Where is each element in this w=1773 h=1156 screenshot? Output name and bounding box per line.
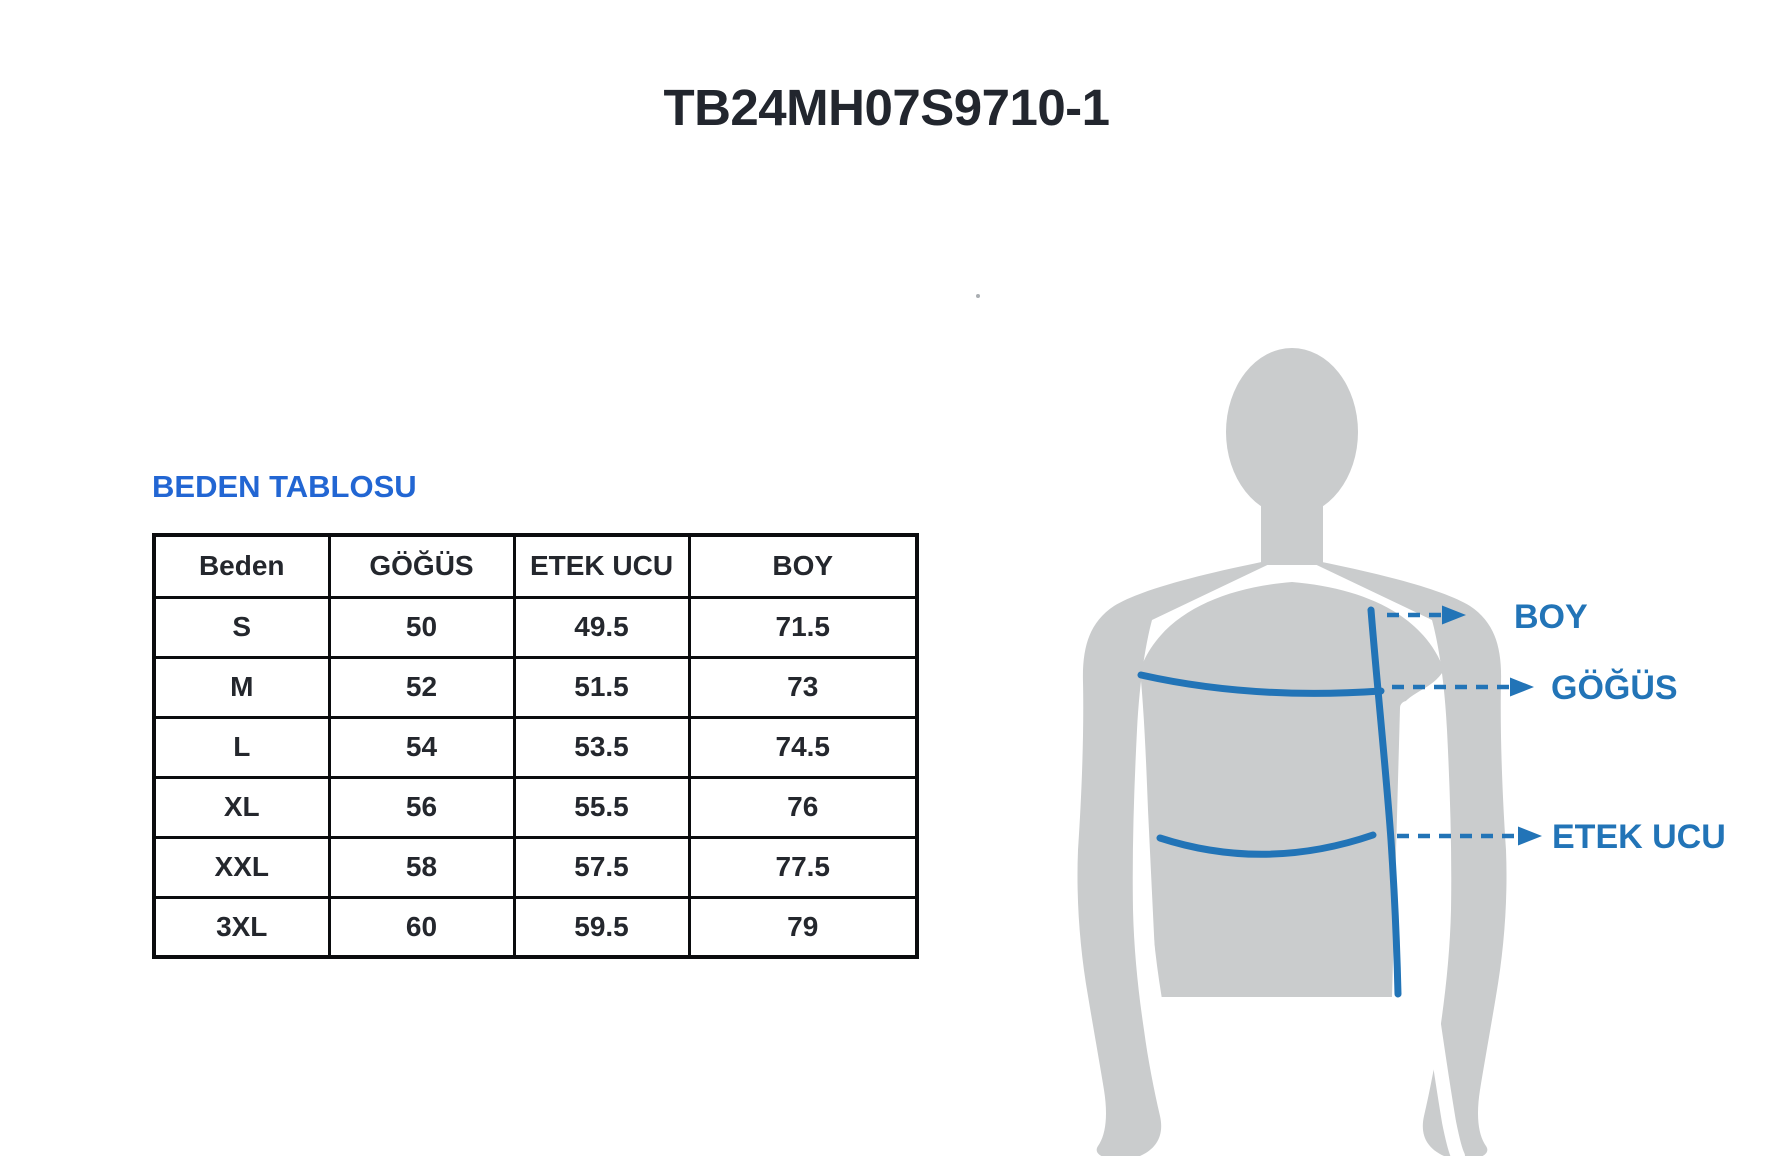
table-cell: 71.5 xyxy=(687,595,919,659)
table-cell: XXL xyxy=(152,835,331,899)
table-cell: 52 xyxy=(327,655,516,719)
boy-arrow-head xyxy=(1442,605,1466,625)
gogus-arrow-head xyxy=(1510,677,1534,697)
table-cell: XL xyxy=(152,775,331,839)
table-cell: 3XL xyxy=(152,895,331,959)
table-row-s: S 50 49.5 71.5 xyxy=(152,595,919,659)
table-header-row: Beden GÖĞÜS ETEK UCU BOY xyxy=(152,533,919,599)
stray-dot xyxy=(976,294,980,298)
table-cell: 73 xyxy=(687,655,919,719)
column-header-gogus: GÖĞÜS xyxy=(327,533,516,599)
table-row-xxl: XXL 58 57.5 77.5 xyxy=(152,835,919,899)
column-header-beden: Beden xyxy=(152,533,331,599)
table-cell: 76 xyxy=(687,775,919,839)
boy-measure-line xyxy=(1367,606,1402,998)
silhouette-head xyxy=(1226,348,1358,516)
column-header-boy: BOY xyxy=(687,533,919,599)
etekucu-arrow-head xyxy=(1518,826,1542,846)
silhouette-neck xyxy=(1261,460,1323,565)
column-header-etekucu: ETEK UCU xyxy=(512,533,691,599)
table-cell: 56 xyxy=(327,775,516,839)
table-cell: 49.5 xyxy=(512,595,691,659)
size-table: Beden GÖĞÜS ETEK UCU BOY S 50 49.5 71.5 … xyxy=(152,533,919,959)
table-cell: 55.5 xyxy=(512,775,691,839)
table-cell: 57.5 xyxy=(512,835,691,899)
gogus-label: GÖĞÜS xyxy=(1551,669,1678,707)
size-diagram: BOY GÖĞÜS ETEK UCU xyxy=(1077,348,1726,1156)
table-cell: L xyxy=(152,715,331,779)
table-cell: M xyxy=(152,655,331,719)
table-cell: 50 xyxy=(327,595,516,659)
silhouette-right-arm xyxy=(1302,558,1507,1156)
table-cell: 74.5 xyxy=(687,715,919,779)
etekucu-measure-line xyxy=(1156,831,1377,858)
table-row-3xl: 3XL 60 59.5 79 xyxy=(152,895,919,959)
silhouette-gap-right xyxy=(1400,701,1465,1156)
table-cell: 79 xyxy=(687,895,919,959)
gogus-measure-line xyxy=(1137,671,1385,697)
silhouette-gap-left xyxy=(1136,858,1189,1119)
table-row-xl: XL 56 55.5 76 xyxy=(152,775,919,839)
size-table-heading: BEDEN TABLOSU xyxy=(152,469,417,504)
table-cell: 59.5 xyxy=(512,895,691,959)
table-cell: 51.5 xyxy=(512,655,691,719)
table-cell: 54 xyxy=(327,715,516,779)
table-row-l: L 54 53.5 74.5 xyxy=(152,715,919,779)
table-cell: 60 xyxy=(327,895,516,959)
table-cell: S xyxy=(152,595,331,659)
silhouette-left-arm xyxy=(1077,558,1282,1156)
table-cell: 53.5 xyxy=(512,715,691,779)
etekucu-label: ETEK UCU xyxy=(1552,818,1726,856)
product-code-title: TB24MH07S9710-1 xyxy=(663,79,1110,136)
boy-label: BOY xyxy=(1514,598,1588,636)
table-row-m: M 52 51.5 73 xyxy=(152,655,919,719)
table-cell: 77.5 xyxy=(687,835,919,899)
table-cell: 58 xyxy=(327,835,516,899)
